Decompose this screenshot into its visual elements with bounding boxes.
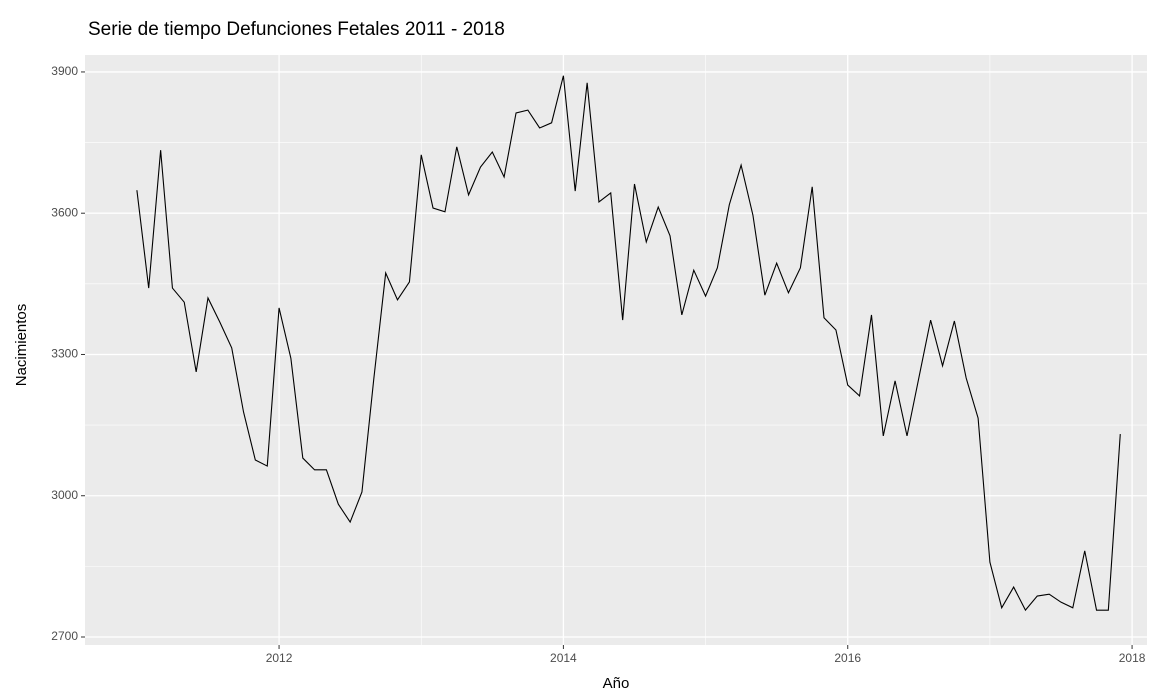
y-tick-label: 3900 <box>51 64 78 78</box>
y-tick-label: 3600 <box>51 205 78 219</box>
plot-panel <box>85 55 1147 645</box>
x-tick-label: 2014 <box>550 651 577 665</box>
y-axis-title: Nacimientos <box>13 304 30 387</box>
x-tick-label: 2012 <box>266 651 293 665</box>
y-tick-label: 2700 <box>51 629 78 643</box>
chart-title: Serie de tiempo Defunciones Fetales 2011… <box>88 19 505 40</box>
x-tick-label: 2016 <box>834 651 861 665</box>
y-tick-label: 3300 <box>51 347 78 361</box>
x-axis-title: Año <box>603 675 630 692</box>
y-tick-label: 3000 <box>51 488 78 502</box>
x-tick-label: 2018 <box>1119 651 1146 665</box>
series-line <box>136 75 1121 612</box>
